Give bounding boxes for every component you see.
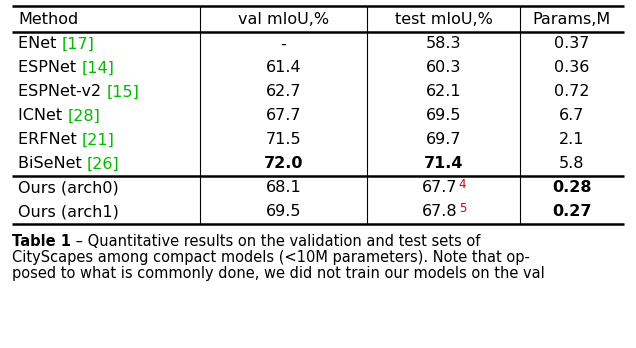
Text: 0.27: 0.27 (552, 205, 591, 220)
Text: Ours (arch1): Ours (arch1) (18, 205, 119, 220)
Text: 58.3: 58.3 (425, 37, 461, 52)
Text: Method: Method (18, 11, 78, 26)
Text: 6.7: 6.7 (559, 109, 584, 124)
Text: [28]: [28] (67, 109, 100, 124)
Text: 4: 4 (459, 178, 466, 191)
Text: BiSeNet: BiSeNet (18, 157, 87, 172)
Text: 72.0: 72.0 (264, 157, 303, 172)
Text: CityScapes among compact models (<10M parameters). Note that op-: CityScapes among compact models (<10M pa… (12, 250, 530, 265)
Text: posed to what is commonly done, we did not train our models on the val: posed to what is commonly done, we did n… (12, 266, 545, 281)
Text: [14]: [14] (81, 61, 114, 76)
Text: test mIoU,%: test mIoU,% (394, 11, 492, 26)
Text: 0.28: 0.28 (552, 181, 591, 196)
Text: 67.7: 67.7 (422, 181, 457, 196)
Text: Params,M: Params,M (533, 11, 611, 26)
Text: 0.37: 0.37 (555, 37, 590, 52)
Text: 67.8: 67.8 (422, 205, 458, 220)
Text: 5.8: 5.8 (559, 157, 584, 172)
Text: 0.72: 0.72 (554, 85, 590, 100)
Text: ICNet: ICNet (18, 109, 67, 124)
Text: Ours (arch0): Ours (arch0) (18, 181, 119, 196)
Text: Table 1: Table 1 (12, 234, 71, 249)
Text: 61.4: 61.4 (266, 61, 301, 76)
Text: [21]: [21] (82, 133, 114, 148)
Text: ESPNet: ESPNet (18, 61, 81, 76)
Text: – Quantitative results on the validation and test sets of: – Quantitative results on the validation… (71, 234, 480, 249)
Text: [15]: [15] (106, 85, 139, 100)
Text: 0.36: 0.36 (555, 61, 590, 76)
Text: ENet: ENet (18, 37, 62, 52)
Text: -: - (280, 37, 286, 52)
Text: 60.3: 60.3 (426, 61, 461, 76)
Text: 68.1: 68.1 (266, 181, 301, 196)
Text: 67.7: 67.7 (266, 109, 301, 124)
Text: 62.7: 62.7 (266, 85, 301, 100)
Text: 5: 5 (459, 202, 466, 215)
Text: 69.5: 69.5 (266, 205, 301, 220)
Text: ERFNet: ERFNet (18, 133, 82, 148)
Text: 71.5: 71.5 (266, 133, 301, 148)
Text: [26]: [26] (87, 157, 120, 172)
Text: 2.1: 2.1 (559, 133, 584, 148)
Text: 69.5: 69.5 (425, 109, 461, 124)
Text: val mIoU,%: val mIoU,% (238, 11, 329, 26)
Text: 69.7: 69.7 (425, 133, 461, 148)
Text: 71.4: 71.4 (424, 157, 463, 172)
Text: [17]: [17] (62, 37, 94, 52)
Text: ESPNet-v2: ESPNet-v2 (18, 85, 106, 100)
Text: 62.1: 62.1 (425, 85, 461, 100)
